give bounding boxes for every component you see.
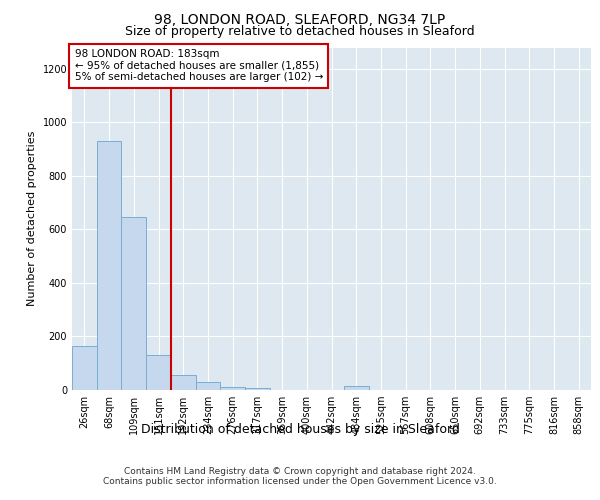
Bar xyxy=(146,355,171,390)
Text: Contains HM Land Registry data © Crown copyright and database right 2024.: Contains HM Land Registry data © Crown c… xyxy=(124,467,476,476)
Bar xyxy=(344,386,368,390)
Bar xyxy=(220,386,245,390)
Y-axis label: Number of detached properties: Number of detached properties xyxy=(27,131,37,306)
Bar xyxy=(121,216,146,390)
Text: 98, LONDON ROAD, SLEAFORD, NG34 7LP: 98, LONDON ROAD, SLEAFORD, NG34 7LP xyxy=(154,12,446,26)
Text: Size of property relative to detached houses in Sleaford: Size of property relative to detached ho… xyxy=(125,25,475,38)
Bar xyxy=(72,346,97,390)
Bar xyxy=(97,141,121,390)
Text: Contains public sector information licensed under the Open Government Licence v3: Contains public sector information licen… xyxy=(103,477,497,486)
Bar xyxy=(245,388,270,390)
Bar xyxy=(171,376,196,390)
Text: Distribution of detached houses by size in Sleaford: Distribution of detached houses by size … xyxy=(140,422,460,436)
Text: 98 LONDON ROAD: 183sqm
← 95% of detached houses are smaller (1,855)
5% of semi-d: 98 LONDON ROAD: 183sqm ← 95% of detached… xyxy=(74,49,323,82)
Bar xyxy=(196,382,220,390)
